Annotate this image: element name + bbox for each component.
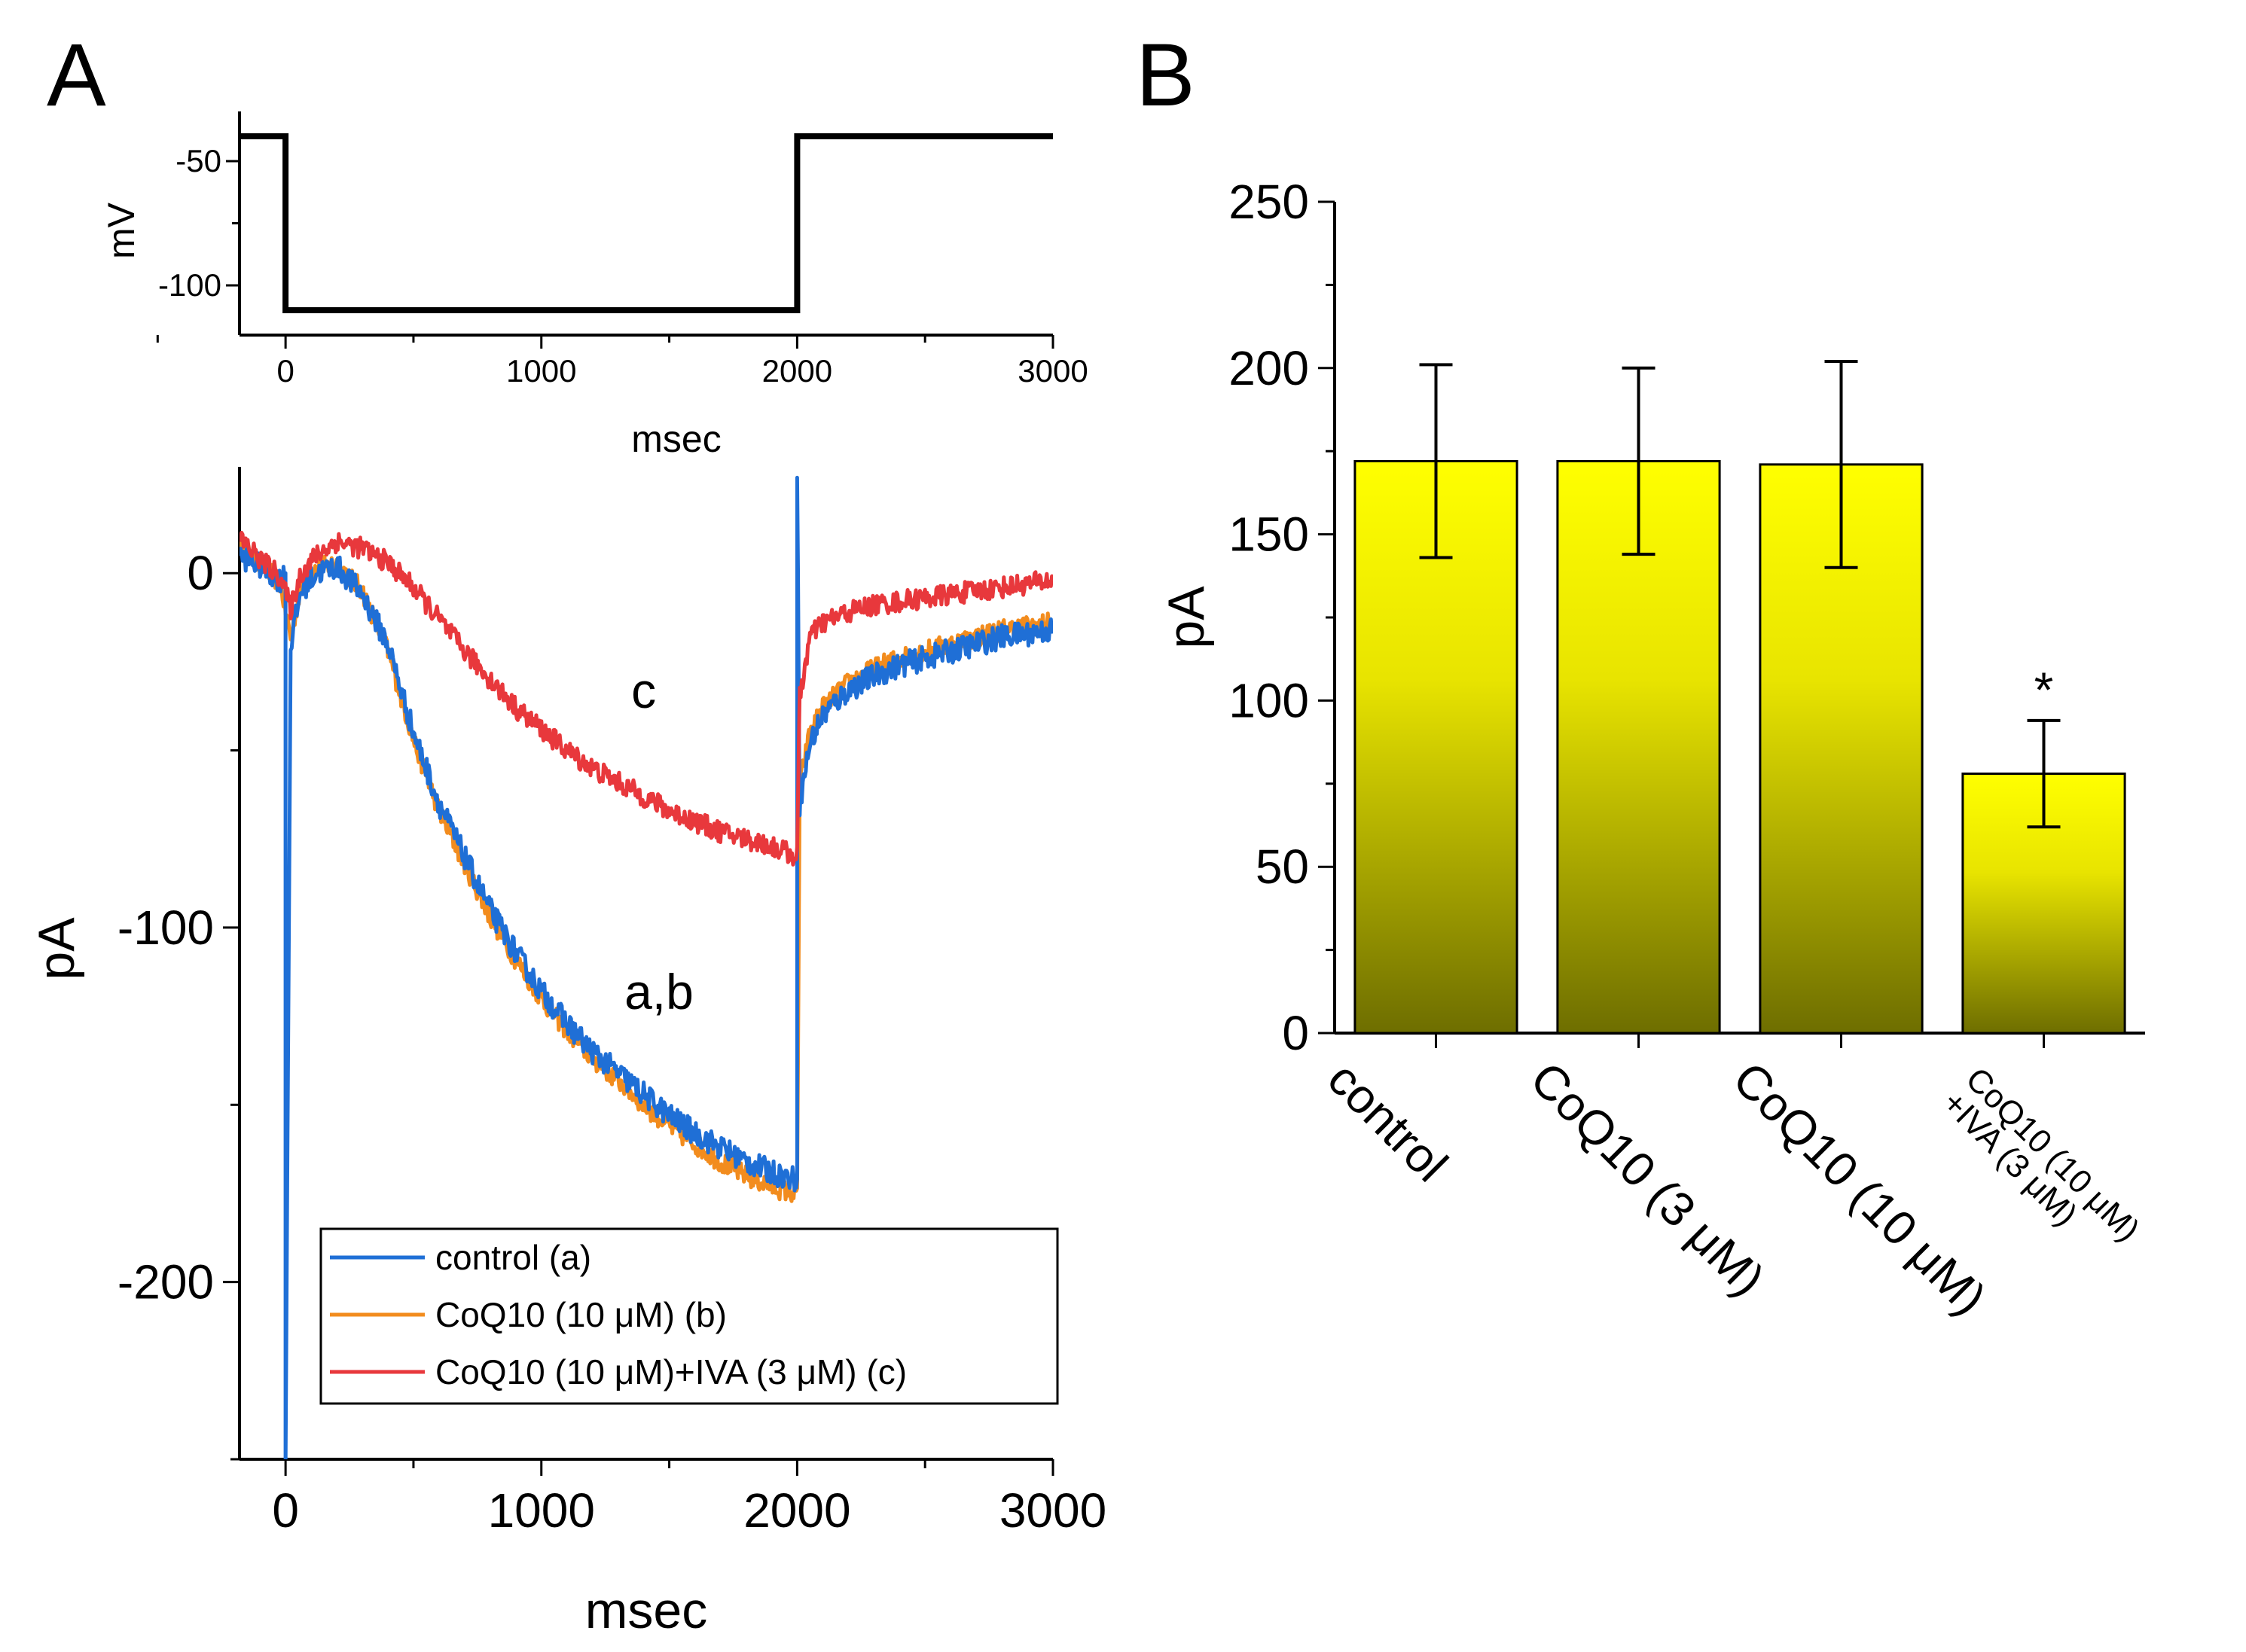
voltage-y-tick-label: -50 [175,143,221,178]
legend-box [319,1227,1059,1405]
trace-annotation-ab: a,b [624,964,694,1020]
voltage-protocol-line [240,133,1053,313]
legend-label: CoQ10 (10 μM) (b) [435,1295,727,1334]
bar-chart: 0 50 100 150 200 250 * control CoQ10 (3 μM)CoQ… [1158,175,2147,1325]
significance-star: * [2034,662,2054,718]
current-y-tick-label: 0 [187,546,214,600]
voltage-x-tick-label: 2000 [762,353,832,389]
bar-y-tick-label: 50 [1256,840,1309,894]
current-x-tick-label: 1000 [488,1483,595,1538]
trace-annotation-c: c [631,663,656,718]
bar-y-tick-label: 150 [1228,507,1309,562]
current-x-tick-label: 3000 [999,1483,1106,1538]
current-x-tick-label: 2000 [743,1483,850,1538]
bar-y-tick-label: 0 [1282,1006,1309,1060]
current-axes: 0 1000 2000 3000 0 -100 -200 [117,467,1106,1538]
current-traces-chart: 0 1000 2000 3000 0 -100 -200 c a,b control (a) C… [28,467,1106,1639]
current-trace-control [240,475,1053,1459]
bar-category-label: CoQ10 (10 μM)+IVA (3 μM) [1935,1060,2147,1272]
current-annotations: c a,b [624,663,694,1020]
voltage-axes: 0 1000 2000 3000 -50 -100 [156,111,1088,389]
bar-y-tick-label: 100 [1228,673,1309,727]
current-trace-coq10-iva [240,530,1053,867]
voltage-x-axis-label: msec [631,418,721,460]
current-y-axis-label: pA [28,917,85,980]
current-series [240,475,1053,1459]
voltage-x-tick-label: 1000 [506,353,576,389]
bar-y-tick-label: 250 [1228,175,1309,229]
voltage-x-tick-label: 0 [276,353,294,389]
legend-label: control (a) [435,1238,591,1277]
panel-label-a: A [47,26,106,125]
current-y-tick-label: -200 [117,1255,214,1309]
bar-y-axis-label: pA [1158,586,1215,649]
bar-category-label: control [1317,1051,1458,1192]
legend: control (a) CoQ10 (10 μM) (b) CoQ10 (10 μM… [319,1227,1059,1405]
current-x-axis-label: msec [585,1582,707,1639]
legend-label: CoQ10 (10 μM)+IVA (3 μM) (c) [435,1352,907,1391]
voltage-protocol-chart: 0 1000 2000 3000 -50 -100 msec mV [100,111,1088,460]
current-trace-coq10 [240,535,1053,1203]
voltage-x-tick-label: 3000 [1018,353,1088,389]
voltage-y-axis-label: mV [100,202,142,259]
voltage-y-tick-label: -100 [158,267,221,303]
current-y-tick-label: -100 [117,901,214,955]
bars: * [1353,359,2126,1048]
bar-y-tick-label: 200 [1228,341,1309,395]
voltage-series [240,133,1053,313]
panel-label-b: B [1136,26,1195,125]
category-line: control [1317,1051,1458,1192]
bar-category-labels: control CoQ10 (3 μM)CoQ10 (10 μM)CoQ10 (1… [1317,1051,2147,1325]
current-x-tick-label: 0 [272,1483,299,1538]
